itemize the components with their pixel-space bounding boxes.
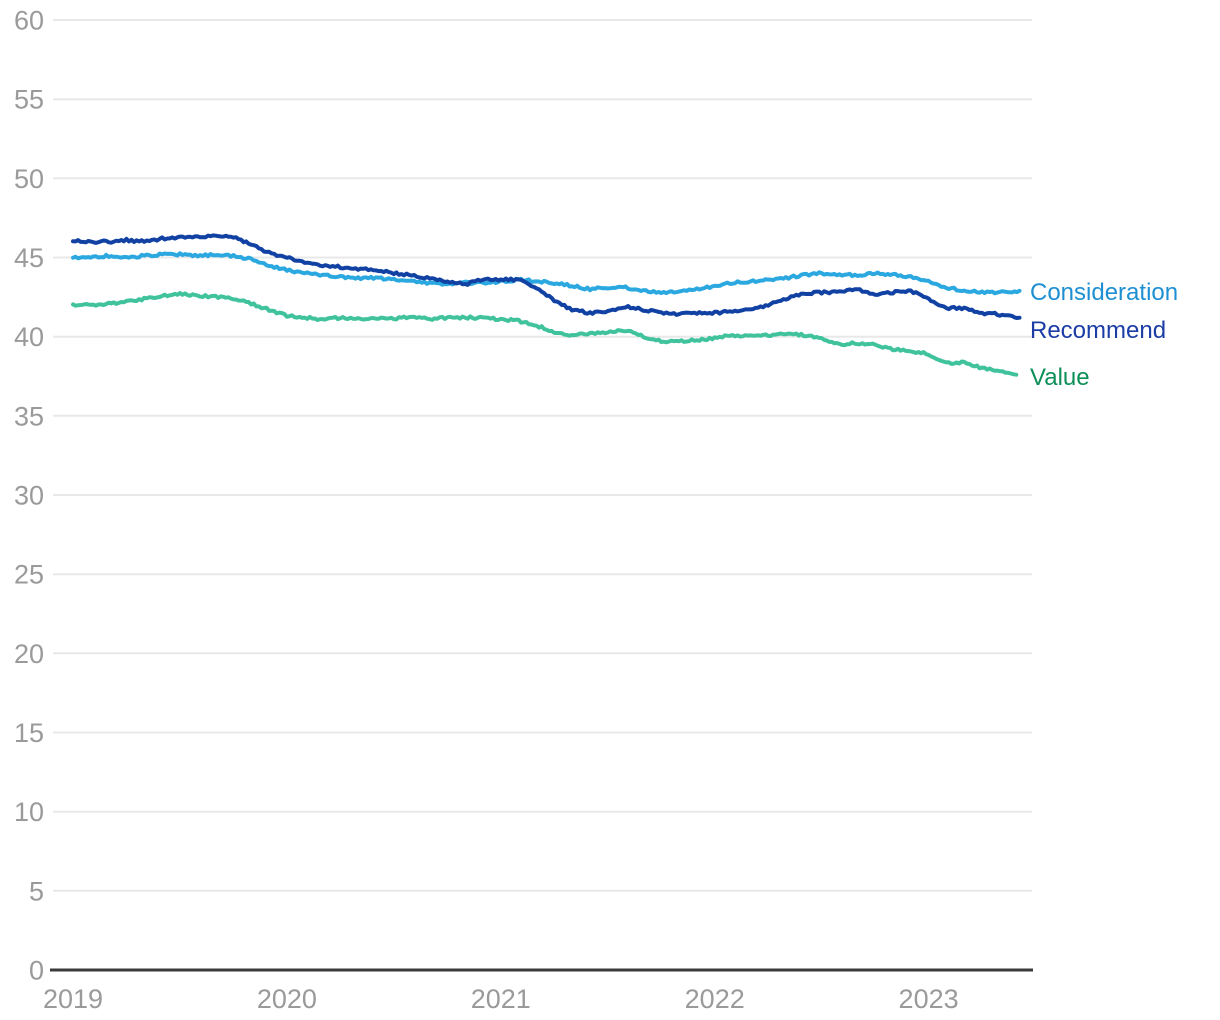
legend-label-value: Value: [1030, 364, 1090, 391]
y-tick-label-0: 0: [29, 956, 44, 986]
y-tick-label-40: 40: [14, 322, 44, 352]
y-tick-label-60: 60: [14, 6, 44, 36]
y-tick-label-50: 50: [14, 164, 44, 194]
y-tick-label-15: 15: [14, 718, 44, 748]
x-tick-label-2023: 2023: [899, 984, 959, 1014]
series-line-recommend: [71, 233, 1022, 320]
y-tick-label-10: 10: [14, 797, 44, 827]
y-tick-label-35: 35: [14, 401, 44, 431]
x-tick-label-2020: 2020: [257, 984, 317, 1014]
series-line-consideration: [71, 251, 1022, 296]
y-tick-label-25: 25: [14, 560, 44, 590]
y-tick-label-30: 30: [14, 481, 44, 511]
series-line-value: [71, 291, 1019, 377]
x-tick-label-2022: 2022: [685, 984, 745, 1014]
y-tick-label-55: 55: [14, 85, 44, 115]
y-tick-label-5: 5: [29, 876, 44, 906]
x-tick-label-2019: 2019: [43, 984, 103, 1014]
x-tick-label-2021: 2021: [471, 984, 531, 1014]
y-tick-label-20: 20: [14, 639, 44, 669]
legend-label-consideration: Consideration: [1030, 279, 1179, 306]
y-tick-label-45: 45: [14, 243, 44, 273]
legend-label-recommend: Recommend: [1030, 317, 1167, 344]
